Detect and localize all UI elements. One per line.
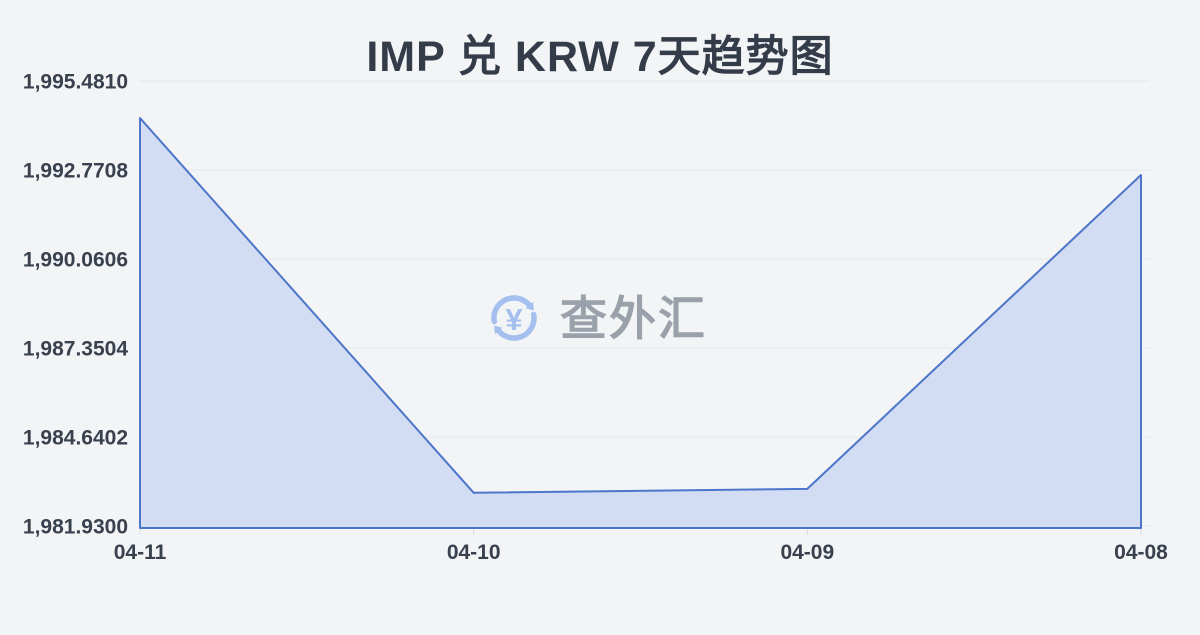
x-axis-label: 04-09 <box>780 541 834 564</box>
x-axis-labels: 04-11 04-10 04-09 04-08 <box>114 541 1168 564</box>
y-axis-label: 1,981.9300 <box>23 516 128 539</box>
area-series <box>139 117 1142 529</box>
x-axis-label: 04-10 <box>447 541 501 564</box>
page-title: IMP 兑 KRW 7天趋势图 <box>366 33 834 81</box>
y-axis-label: 1,992.7708 <box>23 160 128 183</box>
y-axis-label: 1,990.0606 <box>23 249 128 272</box>
y-axis-labels: 1,995.4810 1,992.7708 1,990.0606 1,987.3504… <box>23 71 128 539</box>
x-axis-ticks <box>139 528 1142 535</box>
x-axis-label: 04-08 <box>1114 541 1168 564</box>
x-axis-label: 04-11 <box>114 541 167 564</box>
y-axis-label: 1,995.4810 <box>23 71 128 94</box>
y-axis-label: 1,987.3504 <box>23 338 128 361</box>
y-axis-label: 1,984.6402 <box>23 427 128 450</box>
